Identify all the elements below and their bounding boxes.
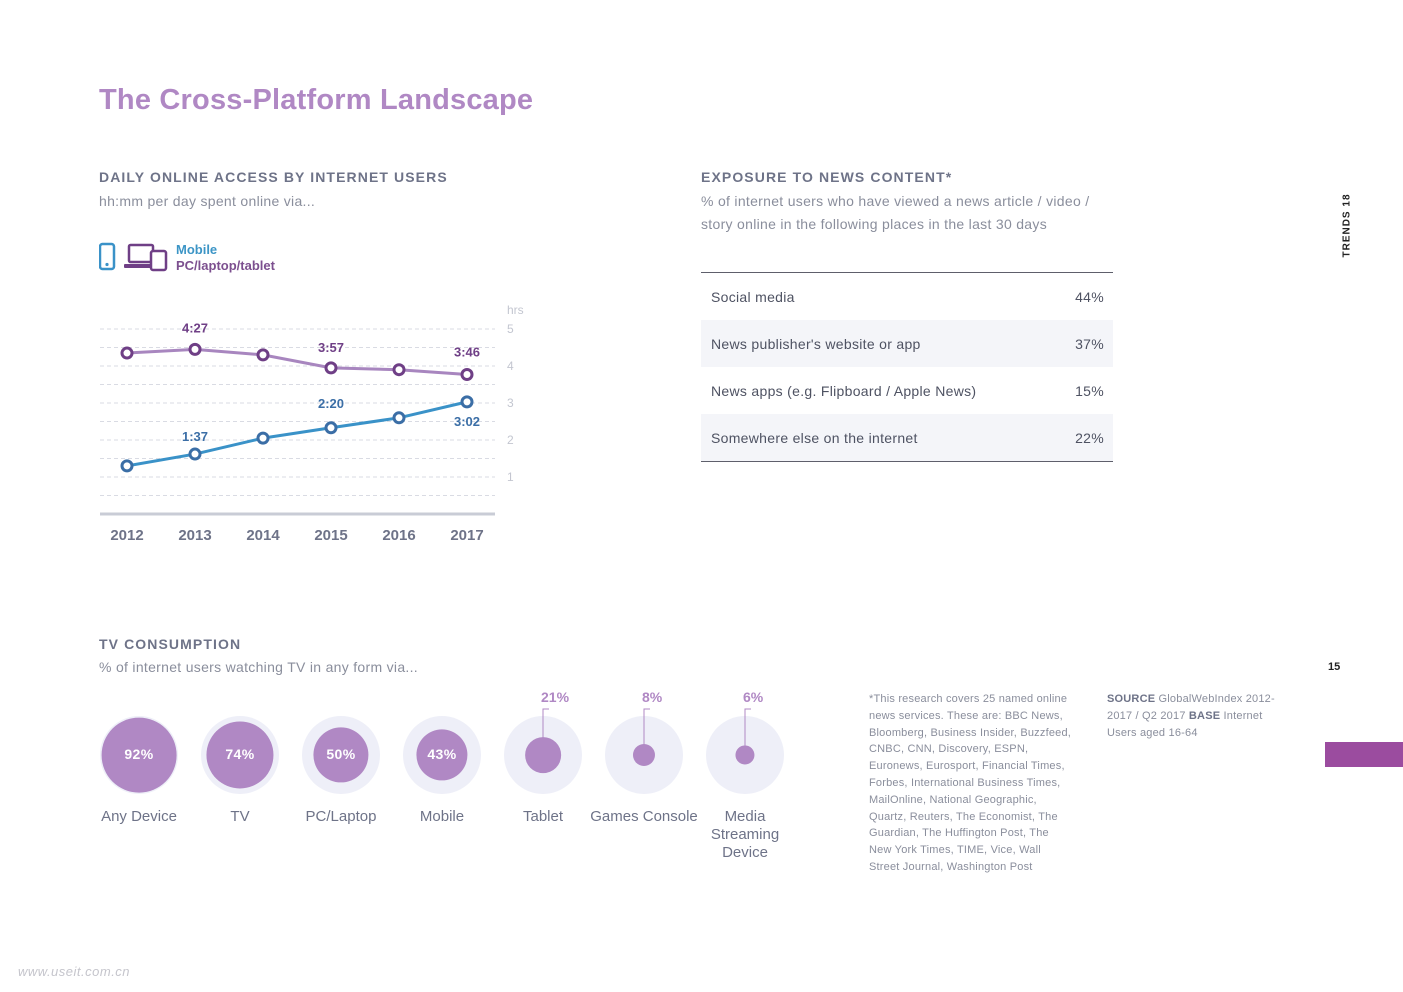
daily-access-heading: DAILY ONLINE ACCESS BY INTERNET USERS <box>99 169 448 185</box>
side-tag: TRENDS 18 <box>1342 193 1353 257</box>
mobile-data-point <box>258 433 268 443</box>
tv-ring: 92% <box>100 716 178 794</box>
news-row-label: News apps (e.g. Flipboard / Apple News) <box>711 383 976 399</box>
mobile-phone-icon <box>100 244 114 269</box>
data-label: 3:46 <box>454 345 480 360</box>
mobile-series-line <box>127 402 467 466</box>
table-row: News publisher's website or app 37% <box>701 320 1113 367</box>
side-accent-bar <box>1325 742 1403 767</box>
news-subheading: % of internet users who have viewed a ne… <box>701 190 1121 236</box>
tv-callout-leader <box>744 706 758 766</box>
news-row-value: 37% <box>1075 336 1104 352</box>
mobile-data-point <box>326 423 336 433</box>
footnote: *This research covers 25 named online ne… <box>869 691 1074 876</box>
tv-ring: 50% <box>302 716 380 794</box>
tv-device-label: TV <box>185 808 295 826</box>
tv-value-callout: 6% <box>743 689 763 705</box>
table-row: News apps (e.g. Flipboard / Apple News) … <box>701 367 1113 414</box>
daily-access-line-chart: 1 2 3 4 5 hrs 2012 2013 2014 2015 2016 2017 4:27 3:57… <box>90 295 540 555</box>
tv-device-label: Media Streaming Device <box>690 808 800 862</box>
y-axis-label: hrs <box>507 303 524 317</box>
news-table: Social media 44% News publisher's websit… <box>701 272 1113 462</box>
tv-value-label: 74% <box>201 746 279 762</box>
x-tick-label: 2014 <box>246 527 280 544</box>
x-tick-label: 2013 <box>178 527 211 544</box>
data-label: 4:27 <box>182 320 208 335</box>
y-tick-label: 3 <box>507 396 514 410</box>
y-tick-label: 1 <box>507 470 514 484</box>
tv-callout-leader <box>643 706 657 766</box>
data-label: 3:02 <box>454 414 480 429</box>
tv-heading: TV CONSUMPTION <box>99 636 241 652</box>
tv-item: 50% PC/Laptop <box>301 716 381 826</box>
x-tick-label: 2016 <box>382 527 415 544</box>
pc-data-point <box>462 370 472 380</box>
pc-series-line <box>127 349 467 374</box>
tv-value-callout: 21% <box>541 689 569 705</box>
tv-value-label: 92% <box>100 746 178 762</box>
pc-data-point <box>394 365 404 375</box>
mobile-data-point <box>462 397 472 407</box>
watermark: www.useit.com.cn <box>18 964 130 979</box>
news-row-value: 22% <box>1075 430 1104 446</box>
news-row-value: 44% <box>1075 289 1104 305</box>
tv-callout-leader <box>542 706 556 766</box>
y-tick-label: 5 <box>507 322 514 336</box>
news-heading: EXPOSURE TO NEWS CONTENT* <box>701 169 952 185</box>
tv-item: 74% TV <box>200 716 280 826</box>
tv-value-callout: 8% <box>642 689 662 705</box>
data-label: 1:37 <box>182 429 208 444</box>
pc-data-point <box>258 350 268 360</box>
news-row-label: Social media <box>711 289 795 305</box>
tv-device-label: Games Console <box>589 808 699 826</box>
base-label: BASE <box>1189 710 1220 722</box>
tv-value-label: 43% <box>403 746 481 762</box>
page-number: 15 <box>1328 661 1340 673</box>
x-tick-label: 2015 <box>314 527 347 544</box>
table-row: Social media 44% <box>701 273 1113 320</box>
news-row-label: News publisher's website or app <box>711 336 921 352</box>
chart-legend: Mobile PC/laptop/tablet <box>176 242 275 274</box>
tv-device-label: Tablet <box>488 808 598 826</box>
mobile-data-point <box>122 461 132 471</box>
news-row-value: 15% <box>1075 383 1104 399</box>
tv-subheading: % of internet users watching TV in any f… <box>99 656 418 679</box>
y-tick-label: 4 <box>507 359 514 373</box>
tv-ring: 43% <box>403 716 481 794</box>
legend-mobile: Mobile <box>176 242 275 258</box>
source-note: SOURCE GlobalWebIndex 2012-2017 / Q2 201… <box>1107 691 1277 741</box>
x-tick-label: 2012 <box>110 527 143 544</box>
table-row: Somewhere else on the internet 22% <box>701 414 1113 461</box>
daily-access-subheading: hh:mm per day spent online via... <box>99 190 315 213</box>
tv-device-label: Mobile <box>387 808 497 826</box>
y-tick-label: 2 <box>507 433 514 447</box>
tv-ring: 74% <box>201 716 279 794</box>
pc-data-point <box>326 363 336 373</box>
pc-data-point <box>122 348 132 358</box>
x-tick-label: 2017 <box>450 527 483 544</box>
tv-item: 92% Any Device <box>99 716 179 826</box>
laptop-tablet-icon <box>124 245 166 270</box>
tv-item: 43% Mobile <box>402 716 482 826</box>
data-label: 3:57 <box>318 340 344 355</box>
data-label: 2:20 <box>318 396 344 411</box>
legend-pc: PC/laptop/tablet <box>176 258 275 274</box>
source-label: SOURCE <box>1107 693 1155 705</box>
pc-data-point <box>190 344 200 354</box>
tv-device-label: PC/Laptop <box>286 808 396 826</box>
mobile-data-point <box>190 449 200 459</box>
tv-value-label: 50% <box>302 746 380 762</box>
tv-device-label: Any Device <box>84 808 194 826</box>
mobile-data-point <box>394 413 404 423</box>
news-row-label: Somewhere else on the internet <box>711 430 918 446</box>
page-title: The Cross-Platform Landscape <box>99 84 533 117</box>
legend-icons <box>99 242 169 277</box>
